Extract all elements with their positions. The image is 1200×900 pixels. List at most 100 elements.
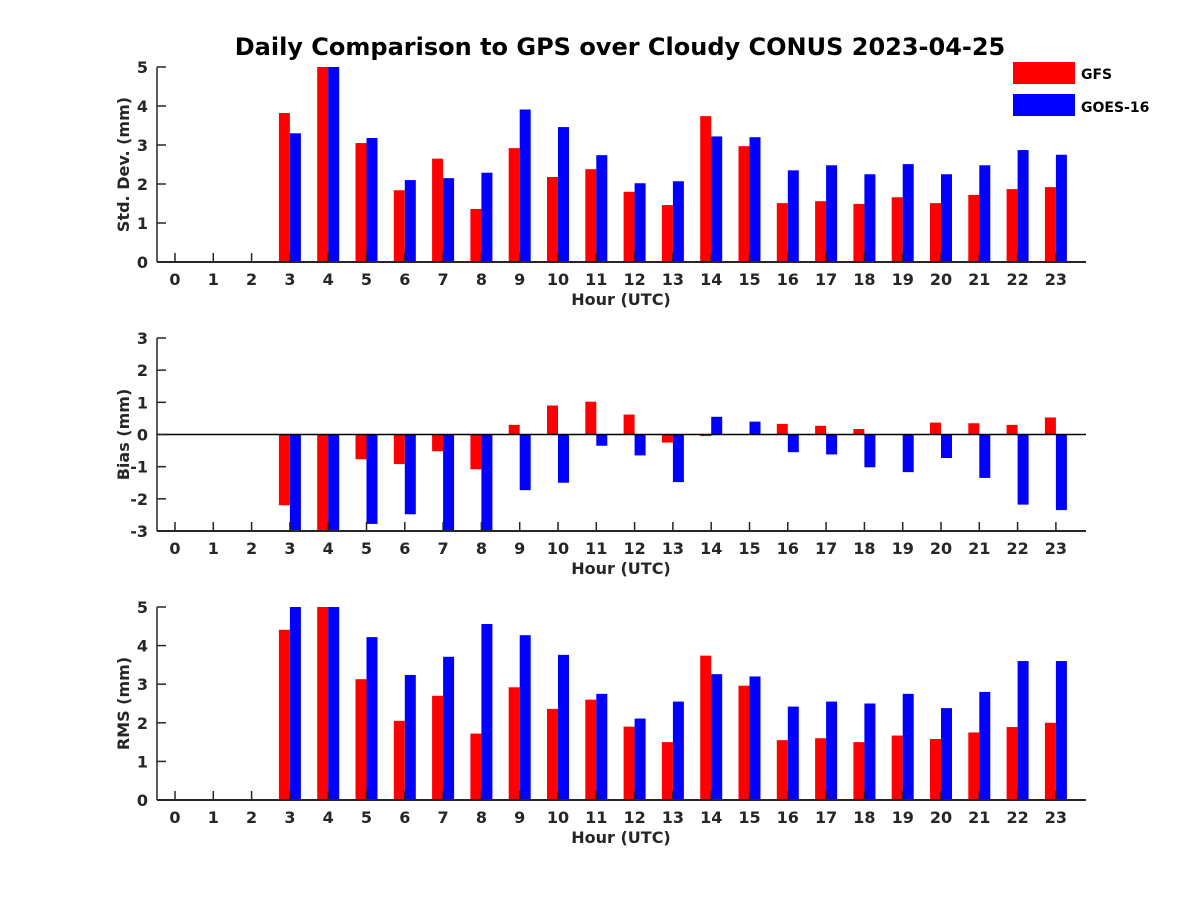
rms-bar-gfs-h21 xyxy=(968,732,980,800)
bias-bar-goes-16-h9 xyxy=(519,434,531,491)
bias-bar-gfs-h12 xyxy=(623,414,635,435)
bias-bar-gfs-h3 xyxy=(278,434,290,506)
rms-bar-gfs-h19 xyxy=(891,735,903,800)
bias-bar-goes-16-h13 xyxy=(672,434,684,483)
rms-bar-gfs-h3 xyxy=(278,629,290,800)
std-dev-y-tick-label: 0 xyxy=(137,253,148,272)
std-dev-x-tick-label: 2 xyxy=(246,270,257,289)
bias-bar-goes-16-h4 xyxy=(328,434,340,531)
std-dev-bar-goes-16-h19 xyxy=(902,164,914,262)
std-dev-x-tick-label: 22 xyxy=(1006,270,1028,289)
std-dev-x-tick-label: 0 xyxy=(169,270,180,289)
rms-y-tick-label: 4 xyxy=(137,637,148,656)
std-dev-bar-gfs-h23 xyxy=(1044,187,1056,262)
bias-bar-gfs-h17 xyxy=(815,425,827,435)
bias-y-tick-label: -1 xyxy=(130,458,148,477)
bias-bar-goes-16-h23 xyxy=(1055,434,1067,511)
rms-y-axis-label: RMS (mm) xyxy=(114,657,133,750)
std-dev-bar-gfs-h18 xyxy=(853,203,865,262)
std-dev-bar-goes-16-h6 xyxy=(404,180,416,262)
std-dev-bar-gfs-h4 xyxy=(317,67,329,262)
bias-x-tick-label: 23 xyxy=(1045,539,1067,558)
bias-x-tick-label: 0 xyxy=(169,539,180,558)
std-dev-bar-goes-16-h15 xyxy=(749,137,761,262)
bias-bar-gfs-h20 xyxy=(930,422,941,435)
bias-bar-gfs-h9 xyxy=(508,424,520,435)
rms-bar-goes-16-h20 xyxy=(941,708,952,800)
bias-bar-goes-16-h22 xyxy=(1017,434,1029,505)
rms-x-tick-label: 9 xyxy=(514,808,525,827)
bias-bar-gfs-h18 xyxy=(853,429,865,435)
rms-x-tick-label: 3 xyxy=(284,808,295,827)
rms-bar-goes-16-h17 xyxy=(826,701,838,800)
bias-bar-gfs-h8 xyxy=(470,434,482,470)
bias-x-tick-label: 3 xyxy=(284,539,295,558)
rms-x-tick-label: 8 xyxy=(476,808,487,827)
std-dev-x-tick-label: 12 xyxy=(623,270,645,289)
std-dev-x-tick-label: 23 xyxy=(1045,270,1067,289)
rms-bar-gfs-h8 xyxy=(470,733,482,800)
rms-bar-goes-16-h22 xyxy=(1017,661,1029,800)
bias-x-tick-label: 17 xyxy=(815,539,837,558)
bias-y-tick-label: -2 xyxy=(130,490,148,509)
rms-bar-goes-16-h7 xyxy=(443,656,455,800)
rms-x-tick-label: 20 xyxy=(930,808,952,827)
std-dev-bar-goes-16-h21 xyxy=(979,165,991,262)
rms-x-tick-label: 6 xyxy=(399,808,410,827)
bias-bar-gfs-h22 xyxy=(1006,424,1018,435)
rms-x-tick-label: 10 xyxy=(547,808,569,827)
bias-x-tick-label: 11 xyxy=(585,539,607,558)
std-dev-x-tick-label: 19 xyxy=(892,270,914,289)
legend-label-gfs: GFS xyxy=(1081,67,1112,83)
std-dev-x-tick-label: 20 xyxy=(930,270,952,289)
bias-bar-goes-16-h16 xyxy=(787,434,799,453)
bias-x-tick-label: 1 xyxy=(208,539,219,558)
bias-bar-goes-16-h20 xyxy=(941,434,952,458)
rms-x-tick-label: 0 xyxy=(169,808,180,827)
rms-bar-gfs-h23 xyxy=(1044,722,1056,800)
std-dev-x-tick-label: 4 xyxy=(323,270,334,289)
legend: GFS GOES-16 xyxy=(1013,62,1149,116)
std-dev-x-tick-label: 13 xyxy=(662,270,684,289)
bias-bar-gfs-h6 xyxy=(393,434,405,465)
std-dev-x-tick-label: 10 xyxy=(547,270,569,289)
rms-bar-goes-16-h16 xyxy=(787,706,799,800)
rms-x-tick-label: 16 xyxy=(777,808,799,827)
rms-bar-gfs-h18 xyxy=(853,742,865,800)
std-dev-x-tick-label: 14 xyxy=(700,270,722,289)
std-dev-bar-gfs-h22 xyxy=(1006,189,1018,262)
rms-bar-goes-16-h5 xyxy=(366,637,378,800)
std-dev-y-tick-label: 3 xyxy=(137,136,148,155)
bias-bar-gfs-h16 xyxy=(776,423,788,435)
std-dev-bar-gfs-h3 xyxy=(278,113,290,263)
rms-x-tick-label: 21 xyxy=(968,808,990,827)
legend-swatch-gfs xyxy=(1013,62,1075,84)
rms-bar-goes-16-h15 xyxy=(749,676,761,800)
std-dev-x-tick-label: 3 xyxy=(284,270,295,289)
bias-x-tick-label: 20 xyxy=(930,539,952,558)
rms-x-tick-label: 22 xyxy=(1006,808,1028,827)
std-dev-bar-goes-16-h8 xyxy=(481,172,493,262)
std-dev-bar-gfs-h13 xyxy=(661,205,673,262)
std-dev-y-axis-label: Std. Dev. (mm) xyxy=(114,97,133,232)
std-dev-y-tick-label: 1 xyxy=(137,214,148,233)
std-dev-bar-gfs-h5 xyxy=(355,143,367,262)
std-dev-bar-gfs-h7 xyxy=(432,158,444,262)
bias-x-tick-label: 2 xyxy=(246,539,257,558)
chart-title: Daily Comparison to GPS over Cloudy CONU… xyxy=(235,33,1006,61)
bias-bar-goes-16-h21 xyxy=(979,434,991,478)
rms-y-tick-label: 3 xyxy=(137,675,148,694)
rms-bar-goes-16-h9 xyxy=(519,635,531,800)
std-dev-bar-gfs-h14 xyxy=(700,116,712,262)
std-dev-bar-gfs-h19 xyxy=(891,197,903,262)
rms-bar-gfs-h11 xyxy=(585,699,597,800)
std-dev-y-tick-label: 5 xyxy=(137,58,148,77)
rms-bar-goes-16-h3 xyxy=(289,607,301,800)
std-dev-bar-goes-16-h5 xyxy=(366,137,378,262)
std-dev-bar-gfs-h8 xyxy=(470,208,482,262)
bias-x-tick-label: 10 xyxy=(547,539,569,558)
std-dev-x-tick-label: 11 xyxy=(585,270,607,289)
std-dev-x-tick-label: 8 xyxy=(476,270,487,289)
bias-bar-goes-16-h19 xyxy=(902,434,914,473)
